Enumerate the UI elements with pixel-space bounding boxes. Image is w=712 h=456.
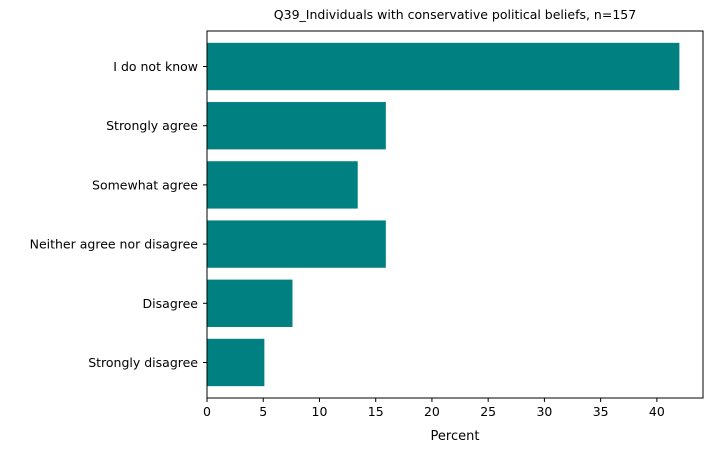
x-axis-label: Percent bbox=[431, 429, 480, 444]
bar-somewhat-agree bbox=[207, 161, 358, 209]
x-tick-label: 0 bbox=[203, 404, 211, 419]
bar-disagree bbox=[207, 279, 293, 327]
x-tick-label: 30 bbox=[536, 404, 552, 419]
bar-strongly-agree bbox=[207, 102, 386, 150]
bar-neither-agree-nor-disagree bbox=[207, 220, 386, 268]
x-tick-label: 15 bbox=[368, 404, 384, 419]
x-tick-label: 10 bbox=[312, 404, 328, 419]
x-tick-label: 5 bbox=[259, 404, 267, 419]
y-tick-label: Somewhat agree bbox=[92, 177, 198, 192]
y-tick-label: I do not know bbox=[113, 59, 198, 74]
x-tick-label: 20 bbox=[424, 404, 440, 419]
y-tick-label: Strongly agree bbox=[106, 118, 198, 133]
bar-i-do-not-know bbox=[207, 42, 680, 91]
x-tick-label: 35 bbox=[593, 404, 609, 419]
chart-title: Q39_Individuals with conservative politi… bbox=[274, 7, 636, 22]
bar-strongly-disagree bbox=[207, 338, 265, 387]
x-axis: 0 5 10 15 20 25 30 35 40 bbox=[203, 398, 665, 419]
y-tick-label: Disagree bbox=[143, 296, 199, 311]
x-tick-label: 25 bbox=[480, 404, 496, 419]
bars-layer bbox=[207, 42, 680, 387]
y-tick-label: Neither agree nor disagree bbox=[30, 237, 199, 252]
y-tick-label: Strongly disagree bbox=[88, 355, 198, 370]
x-tick-label: 40 bbox=[649, 404, 665, 419]
plot-frame bbox=[206, 30, 704, 399]
y-axis: Strongly disagree Disagree Neither agree n… bbox=[30, 59, 207, 370]
